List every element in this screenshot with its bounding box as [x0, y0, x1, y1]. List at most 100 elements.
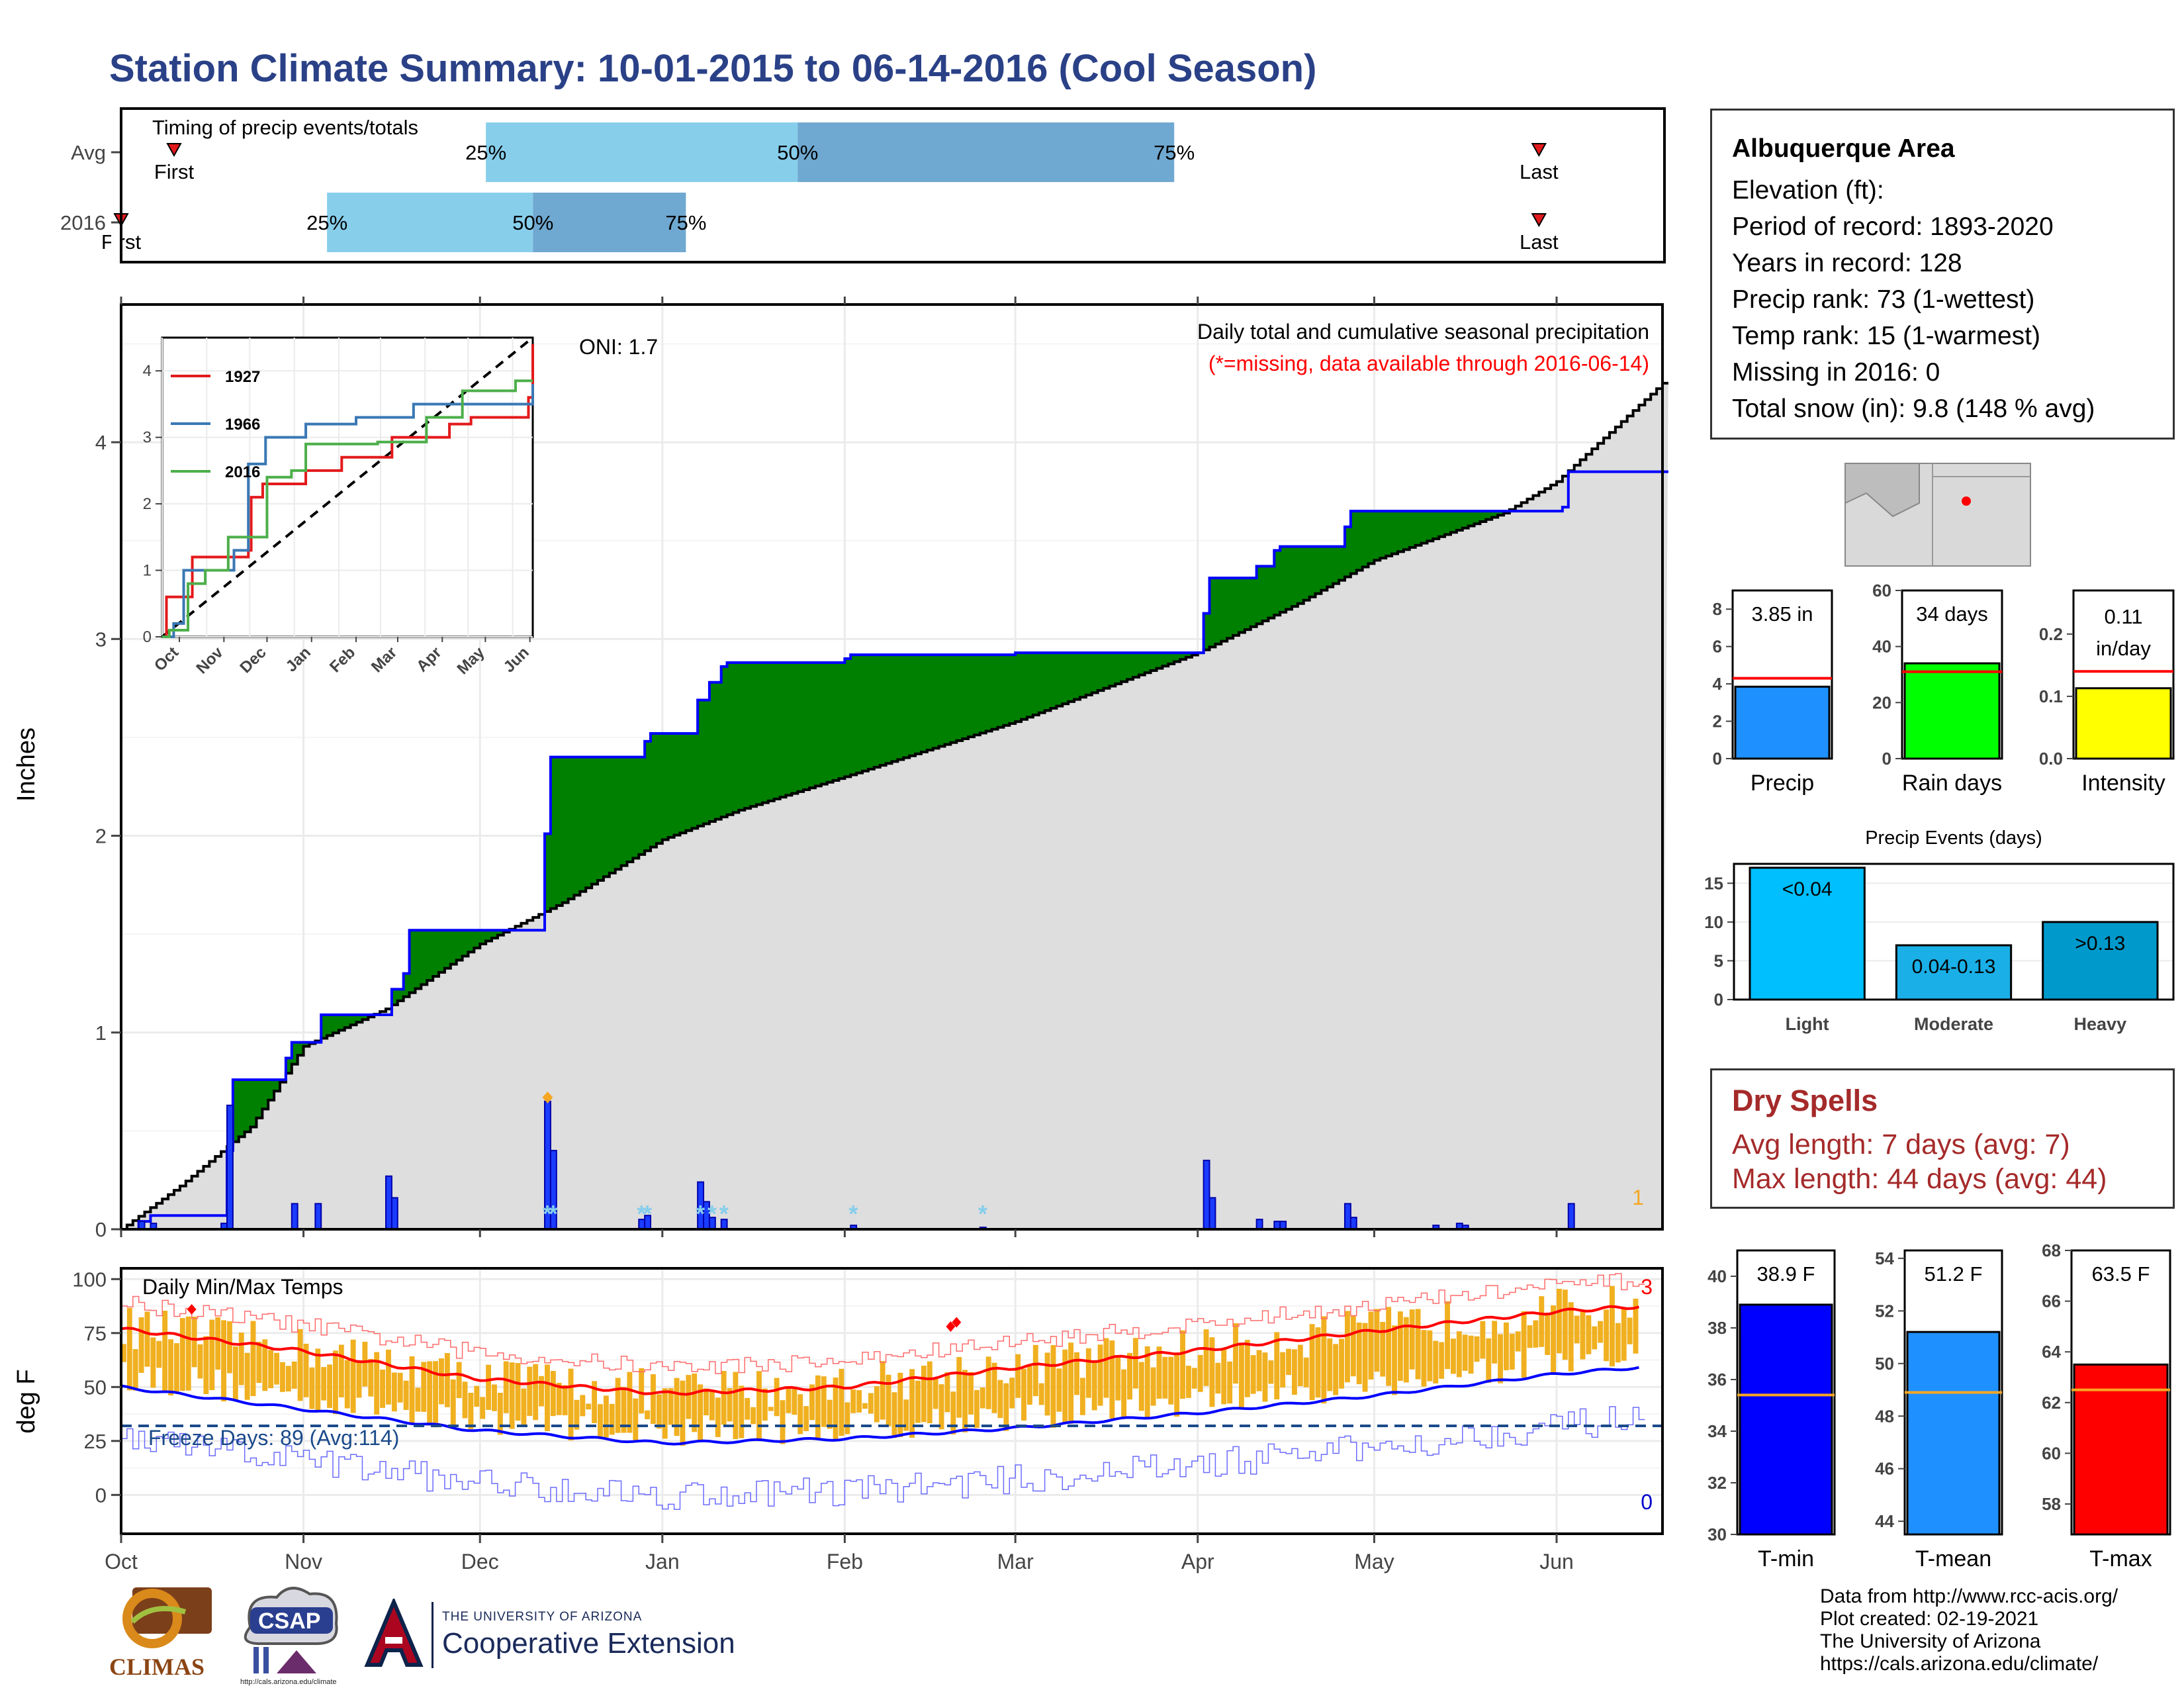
daily-temp-bar [950, 1391, 956, 1434]
above-avg-fill [1456, 511, 1463, 531]
daily-temp-bar [232, 1346, 238, 1401]
temp-frame [120, 1267, 1664, 1535]
map-arizona [1844, 463, 1920, 518]
daily-temp-bar [662, 1388, 668, 1439]
daily-temp-bar [1386, 1307, 1392, 1386]
above-avg-fill [327, 1015, 334, 1036]
daily-temp-bar [786, 1387, 792, 1413]
avg-cumulative-fill [121, 383, 1668, 1230]
daily-temp-bar [1109, 1340, 1115, 1419]
above-avg-fill [751, 662, 757, 807]
daily-temp-bar [244, 1352, 250, 1400]
snow-marker: * [549, 1200, 558, 1227]
daily-temp-bar [1315, 1327, 1321, 1398]
oni-label: ONI: 1.7 [579, 335, 658, 359]
tbar-name: T-min [1758, 1546, 1814, 1571]
daily-temp-bar [609, 1403, 615, 1435]
daily-temp-bar [721, 1371, 727, 1425]
above-avg-fill [686, 733, 692, 831]
above-avg-fill [786, 662, 792, 796]
daily-temp-bar [1545, 1313, 1551, 1355]
daily-temp-bar [1339, 1338, 1344, 1389]
above-avg-fill [274, 1080, 281, 1092]
daily-temp-bar [1021, 1368, 1026, 1421]
tbar-ytick-label: 32 [1707, 1473, 1727, 1493]
daily-temp-bar [1427, 1330, 1433, 1382]
above-avg-fill [1492, 511, 1498, 518]
above-avg-fill [1344, 526, 1351, 577]
main-ytick-label: 4 [95, 431, 107, 454]
daily-temp-bar [1586, 1315, 1592, 1354]
main-ytick-label: 3 [95, 628, 107, 651]
daily-temp-bar [174, 1343, 179, 1392]
daily-temp-bar [1138, 1362, 1144, 1411]
above-avg-fill [768, 662, 775, 801]
daily-temp-bar [698, 1384, 704, 1441]
daily-temp-bar [509, 1362, 515, 1429]
above-avg-fill [651, 733, 657, 847]
daily-precip-bar [1255, 1219, 1263, 1231]
above-avg-fill [1050, 653, 1058, 709]
above-avg-fill [1303, 546, 1310, 600]
tbar-ytick-label: 60 [2042, 1443, 2061, 1463]
tbar-ytick-label: 38 [1707, 1318, 1727, 1338]
mini-ytick-label: 0.2 [2039, 624, 2063, 644]
daily-temp-bar [415, 1387, 421, 1412]
tbar-ytick-label: 52 [1875, 1301, 1894, 1321]
daily-temp-bar [1203, 1329, 1209, 1386]
timing-row-label-0: Avg [71, 141, 106, 164]
snow-marker: * [719, 1200, 729, 1227]
above-avg-fill [450, 930, 457, 964]
above-avg-fill [1238, 578, 1246, 633]
daily-temp-bar [327, 1364, 333, 1408]
daily-temp-bar [291, 1361, 297, 1389]
daily-temp-bar [486, 1364, 492, 1410]
tbar-ytick-label: 62 [2042, 1393, 2061, 1413]
daily-temp-bar [868, 1393, 874, 1414]
inset-ytick-label: 3 [143, 429, 152, 447]
mini-bar [2075, 687, 2172, 760]
above-avg-fill [1362, 511, 1369, 567]
daily-temp-bar [891, 1392, 897, 1438]
temp-ytick-label: 100 [72, 1268, 107, 1291]
daily-temp-bar [603, 1395, 609, 1438]
above-avg-fill [1286, 546, 1293, 610]
svg-text:CLIMAS: CLIMAS [109, 1654, 205, 1680]
mini-value-label-2: in/day [2096, 637, 2151, 660]
daily-temp-bar [1144, 1346, 1150, 1419]
above-avg-fill [715, 682, 722, 820]
record-temp-marker [187, 1303, 197, 1315]
timing-last-marker-1 [1531, 213, 1547, 228]
inset-series-2016 [162, 379, 533, 638]
dry-spells-avg: Avg length: 7 days (avg: 7) [1732, 1129, 2070, 1160]
daily-temp-bar [1609, 1286, 1615, 1367]
above-avg-fill [492, 930, 498, 939]
temp-ytick-label: 0 [95, 1483, 107, 1507]
daily-temp-bar [886, 1374, 891, 1427]
daily-precip-bar [1343, 1203, 1351, 1231]
event-name: Light [1786, 1014, 1829, 1034]
daily-precip-bar [226, 1104, 234, 1230]
above-avg-fill [762, 662, 769, 803]
mini-ytick-label: 20 [1872, 692, 1891, 712]
daily-temp-bar [515, 1363, 521, 1421]
daily-precip-bar [314, 1203, 322, 1231]
daily-temp-bar [462, 1382, 468, 1419]
daily-temp-bar [739, 1385, 745, 1438]
record-precip-marker [542, 1091, 553, 1103]
daily-temp-bar [450, 1379, 456, 1426]
main-title: Daily total and cumulative seasonal prec… [1197, 320, 1649, 344]
daily-temp-bar [1539, 1296, 1545, 1347]
dry-spells-max: Max length: 44 days (avg: 44) [1732, 1163, 2107, 1195]
above-avg-fill [1297, 546, 1304, 604]
above-avg-fill [486, 930, 492, 941]
above-avg-fill [897, 655, 904, 760]
ua-logo [364, 1599, 424, 1667]
above-avg-fill [338, 1015, 345, 1031]
month-label: May [1354, 1550, 1394, 1573]
daily-temp-bar [933, 1378, 938, 1409]
mini-ytick-label: 40 [1872, 637, 1891, 657]
above-avg-fill [950, 655, 957, 743]
daily-temp-bar [803, 1406, 809, 1431]
inset-legend-label: 2016 [225, 463, 260, 481]
